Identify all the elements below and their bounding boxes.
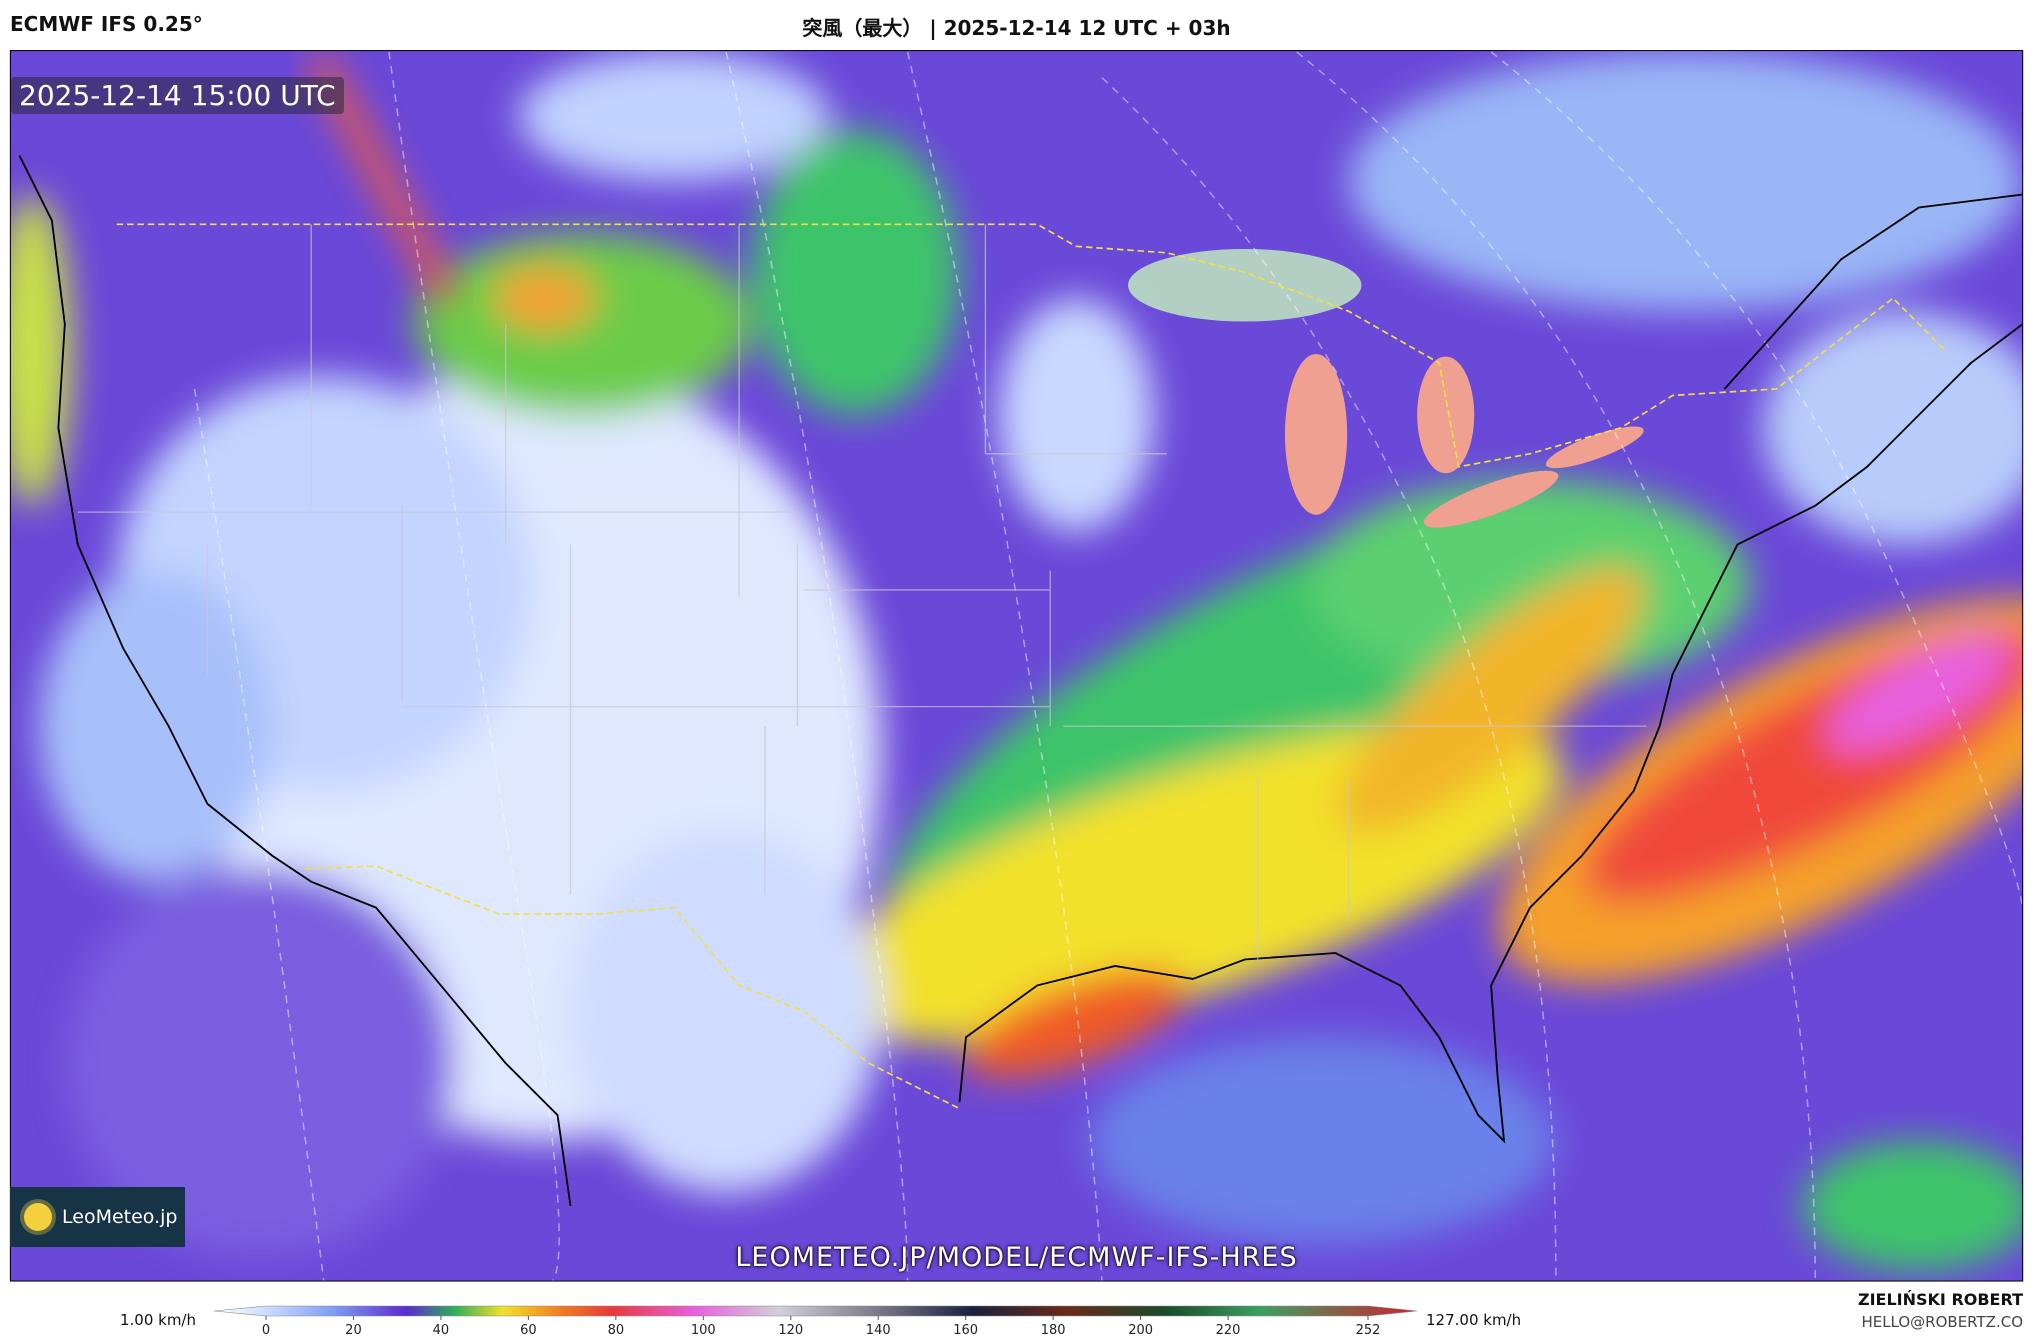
tick-label: 140 [866,1323,891,1338]
logo-text: LeoMeteo.jp [62,1206,178,1228]
valid-time: 2025-12-14 15:00 UTC [11,77,344,114]
tick-label: 0 [262,1323,270,1338]
tick-label: 100 [691,1323,716,1338]
author: ZIELIŃSKI ROBERT [1857,1290,2023,1309]
colorbar-max-label: 127.00 km/h [1426,1311,1522,1329]
source-url: LEOMETEO.JP/MODEL/ECMWF-IFS-HRES [735,1242,1298,1273]
logo[interactable]: LeoMeteo.jp [10,1187,185,1247]
logo-icon [24,1203,52,1231]
tick-label: 180 [1041,1323,1066,1338]
tick-label: 20 [345,1323,362,1338]
map-title: 突風（最大） | 2025-12-14 12 UTC + 03h [802,16,1231,40]
tick-label: 220 [1216,1323,1241,1338]
tick-label: 160 [953,1323,978,1338]
tick-label: 200 [1128,1323,1153,1338]
tick-label: 60 [520,1323,537,1338]
model-name: ECMWF IFS 0.25° [10,12,203,36]
colorbar [213,1305,1418,1317]
tick-label: 80 [608,1323,625,1338]
colorbar-ticks: 0 20 40 60 80 100 120 140 160 180 200 220 252 [262,1316,1381,1338]
email[interactable]: HELLO@ROBERTZ.CO [1861,1313,2023,1331]
tick-label: 120 [778,1323,803,1338]
map [9,50,2024,1282]
tick-label: 252 [1356,1323,1381,1338]
colorbar-min-label: 1.00 km/h [119,1311,196,1329]
tick-label: 40 [433,1323,450,1338]
